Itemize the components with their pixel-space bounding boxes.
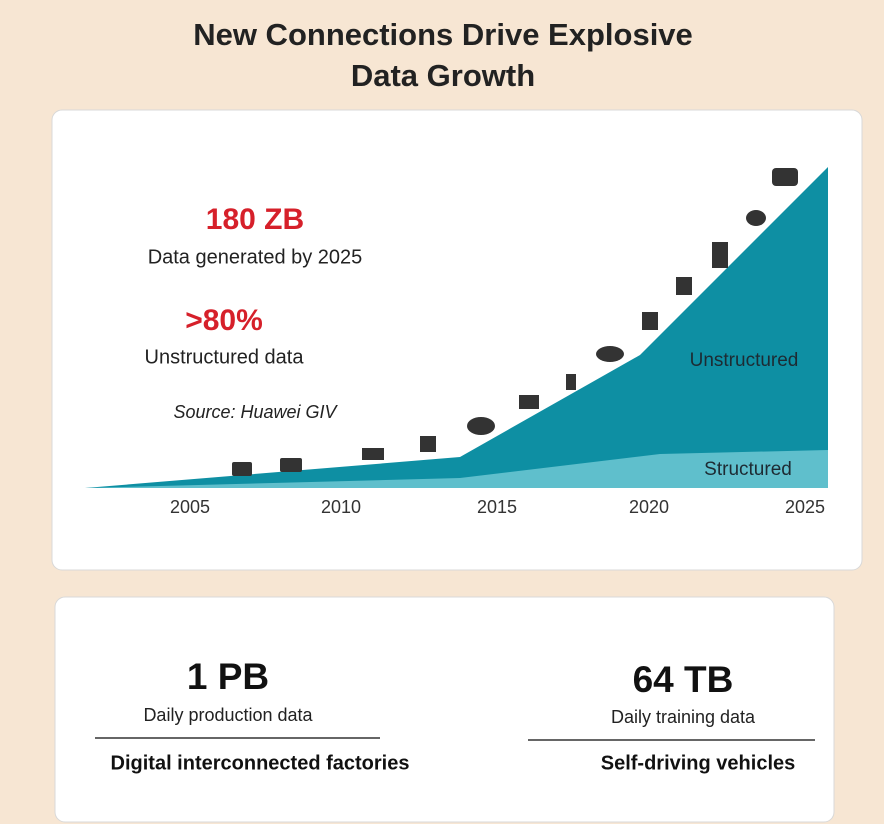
stat-context: Self-driving vehicles: [601, 752, 796, 774]
year-label: 2015: [477, 497, 517, 517]
highlight-caption: Data generated by 2025: [148, 246, 363, 268]
stat-context: Digital interconnected factories: [111, 752, 410, 774]
icon: [566, 374, 576, 390]
highlight-value: >80%: [185, 304, 263, 337]
year-label: 2005: [170, 497, 210, 517]
icon: [467, 417, 495, 435]
highlight-caption: Unstructured data: [145, 346, 305, 368]
area-label: Unstructured: [690, 350, 799, 371]
icon: [746, 210, 766, 226]
stats-card: [54, 596, 835, 823]
icon: [362, 448, 384, 460]
icon: [712, 242, 728, 268]
icon: [519, 395, 539, 409]
icon: [772, 168, 798, 186]
icon: [420, 436, 436, 452]
icon: [596, 346, 624, 362]
icons: [232, 168, 798, 476]
stat-caption: Daily production data: [143, 705, 313, 725]
source: Source: Huawei GIV: [173, 402, 338, 422]
unstructured-area: [85, 167, 828, 488]
icon: [642, 312, 658, 330]
year-label: 2020: [629, 497, 669, 517]
year-label: 2025: [785, 497, 825, 517]
area-label: Structured: [704, 459, 792, 480]
year-label: 2010: [321, 497, 361, 517]
icon: [232, 462, 252, 476]
stat-value: 64 TB: [633, 659, 734, 700]
title-line: Data Growth: [351, 58, 535, 93]
stat-value: 1 PB: [187, 656, 269, 697]
highlight-value: 180 ZB: [206, 203, 304, 236]
icon: [676, 277, 692, 295]
icon: [280, 458, 302, 472]
title-line: New Connections Drive Explosive: [193, 17, 693, 52]
stat-caption: Daily training data: [611, 707, 756, 727]
structured-area: [85, 450, 828, 488]
